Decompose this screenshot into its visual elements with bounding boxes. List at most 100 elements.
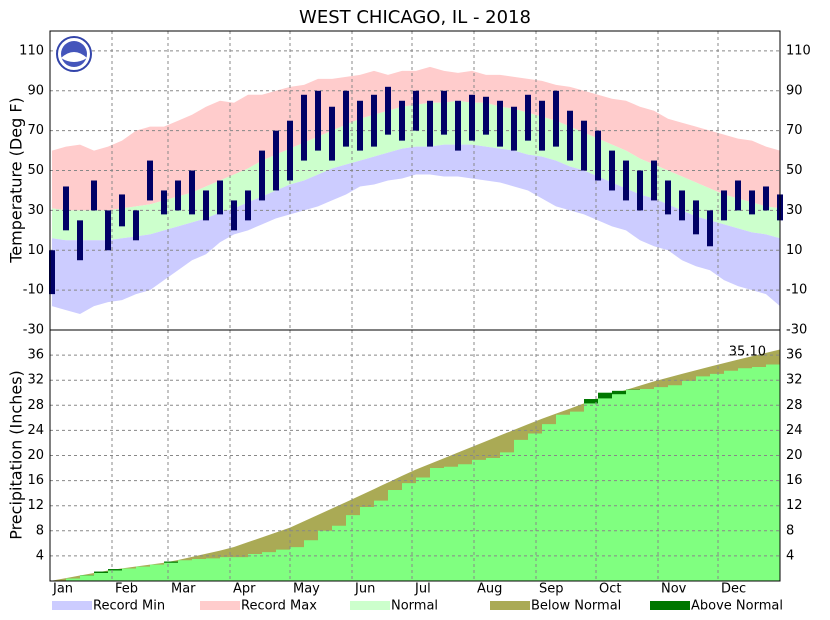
observed-temperature-bar xyxy=(637,170,643,211)
observed-temperature-bar xyxy=(161,190,167,215)
observed-temperature-bar xyxy=(413,90,419,131)
x-tick-label: Mar xyxy=(171,582,196,597)
y-tick-label: 20 xyxy=(786,448,803,463)
x-tick-label: Jul xyxy=(414,582,431,597)
y-tick-label: 10 xyxy=(786,243,803,258)
legend-label: Above Normal xyxy=(691,599,783,614)
observed-temperature-bar xyxy=(441,90,447,135)
observed-temperature-bar xyxy=(49,250,55,295)
y-tick-label: 30 xyxy=(27,203,44,218)
legend-label: Record Min xyxy=(93,599,165,614)
y-tick-label: 70 xyxy=(27,123,44,138)
observed-temperature-bar xyxy=(567,110,573,161)
legend-label: Below Normal xyxy=(531,599,621,614)
observed-temperature-bar xyxy=(105,210,111,251)
y-tick-label: 16 xyxy=(27,473,44,488)
y-tick-label: -10 xyxy=(23,283,44,298)
y-tick-label: 110 xyxy=(19,43,44,58)
observed-temperature-bar xyxy=(497,100,503,147)
y-tick-label: 36 xyxy=(27,348,44,363)
observed-temperature-bar xyxy=(287,120,293,181)
chart-title: WEST CHICAGO, IL - 2018 xyxy=(299,7,531,28)
y-tick-label: 28 xyxy=(27,398,44,413)
observed-temperature-bar xyxy=(203,190,209,221)
plot-frame xyxy=(49,329,781,582)
observed-temperature-bar xyxy=(609,150,615,191)
x-tick-label: Jun xyxy=(354,582,375,597)
observed-temperature-bar xyxy=(119,194,125,227)
legend-label: Record Max xyxy=(241,599,317,614)
observed-temperature-bar xyxy=(245,190,251,221)
observed-temperature-bar xyxy=(77,220,83,261)
legend-label: Normal xyxy=(391,599,438,614)
temperature-band xyxy=(52,144,780,315)
observed-temperature-bar xyxy=(455,100,461,151)
y-tick-label: 110 xyxy=(786,43,811,58)
y-tick-label: 90 xyxy=(27,83,44,98)
y-tick-label: -10 xyxy=(786,283,807,298)
x-tick-label: Feb xyxy=(115,582,138,597)
plot-area: -30 -30 -10 -10 10 10 30 30 50 50 70 70 90 90 110 110 4 4… xyxy=(19,30,811,597)
above-normal-precip xyxy=(108,569,122,571)
observed-temperature-bar xyxy=(63,186,69,231)
observed-temperature-bar xyxy=(749,190,755,215)
observed-temperature-bar xyxy=(189,170,195,215)
observed-temperature-bar xyxy=(343,90,349,147)
observed-temperature-bar xyxy=(259,150,265,201)
observed-temperature-bar xyxy=(651,160,657,201)
observed-precip-area xyxy=(52,360,780,581)
y-tick-label: 36 xyxy=(786,348,803,363)
legend-swatch xyxy=(52,601,92,610)
y-axis-title: Precipitation (Inches) xyxy=(7,370,26,540)
observed-temperature-bar xyxy=(427,100,433,147)
y-tick-label: -30 xyxy=(23,323,44,338)
x-tick-label: Jan xyxy=(52,582,73,597)
above-normal-precip xyxy=(164,561,178,563)
observed-temperature-bar xyxy=(217,180,223,215)
observed-temperature-bar xyxy=(539,100,545,151)
y-tick-label: 50 xyxy=(786,163,803,178)
observed-temperature-bar xyxy=(231,200,237,231)
y-tick-label: 32 xyxy=(27,373,44,388)
legend-swatch xyxy=(200,601,240,610)
legend-swatch xyxy=(350,601,390,610)
noaa-logo xyxy=(56,36,92,72)
y-tick-label: 8 xyxy=(786,523,794,538)
observed-temperature-bar xyxy=(273,130,279,191)
y-tick-label: 12 xyxy=(27,498,44,513)
observed-temperature-bar xyxy=(511,106,517,151)
y-tick-label: 16 xyxy=(786,473,803,488)
x-tick-label: Nov xyxy=(661,582,687,597)
x-tick-label: May xyxy=(293,582,320,597)
observed-temperature-bar xyxy=(91,180,97,211)
x-tick-label: Oct xyxy=(599,582,621,597)
legend-swatch xyxy=(490,601,530,610)
y-axis-title: Temperature (Deg F) xyxy=(7,97,26,264)
y-tick-label: 4 xyxy=(36,548,44,563)
y-tick-label: 30 xyxy=(786,203,803,218)
observed-temperature-bar xyxy=(385,86,391,135)
y-tick-label: 28 xyxy=(786,398,803,413)
y-tick-label: 20 xyxy=(27,448,44,463)
observed-temperature-bar xyxy=(357,100,363,151)
observed-temperature-bar xyxy=(329,106,335,161)
observed-temperature-bar xyxy=(623,160,629,201)
y-tick-label: 4 xyxy=(786,548,794,563)
y-tick-label: 24 xyxy=(27,423,44,438)
observed-temperature-bar xyxy=(315,90,321,151)
observed-temperature-bar xyxy=(581,120,587,171)
observed-temperature-bar xyxy=(763,186,769,211)
observed-temperature-bar xyxy=(595,130,601,181)
legend-swatch xyxy=(650,601,690,610)
observed-temperature-bar xyxy=(175,180,181,211)
observed-temperature-bar xyxy=(665,180,671,215)
observed-temperature-bar xyxy=(679,190,685,221)
x-tick-label: Apr xyxy=(233,582,256,597)
observed-temperature-bar xyxy=(525,94,531,141)
y-tick-label: 32 xyxy=(786,373,803,388)
x-tick-label: Aug xyxy=(477,582,502,597)
observed-temperature-bar xyxy=(147,160,153,201)
temperature-band xyxy=(52,66,780,211)
observed-temperature-bar xyxy=(301,94,307,161)
